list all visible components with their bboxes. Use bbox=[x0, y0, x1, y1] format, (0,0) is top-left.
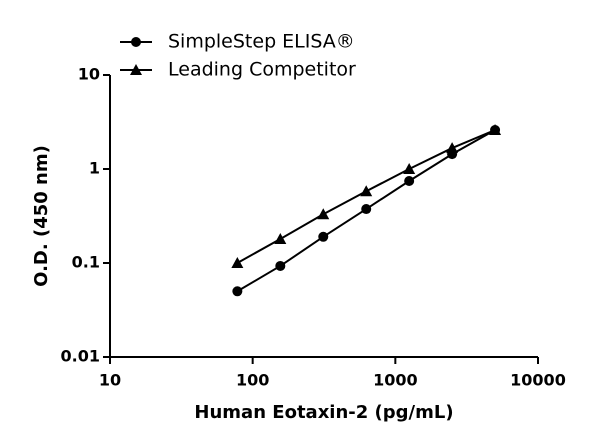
marker bbox=[317, 208, 330, 220]
x-tick-label: 10 bbox=[99, 371, 121, 390]
y-tick-label: 0.1 bbox=[72, 253, 100, 272]
marker bbox=[489, 123, 502, 135]
marker bbox=[403, 163, 416, 174]
y-tick-label: 0.01 bbox=[61, 347, 100, 366]
legend-marker bbox=[131, 37, 141, 47]
x-tick-label: 10000 bbox=[510, 371, 566, 390]
y-tick-label: 1 bbox=[89, 159, 100, 178]
x-axis-label: Human Eotaxin-2 (pg/mL) bbox=[194, 402, 453, 423]
marker bbox=[232, 286, 243, 297]
legend-label: SimpleStep ELISA® bbox=[168, 31, 355, 53]
marker bbox=[275, 260, 286, 271]
marker bbox=[231, 257, 244, 268]
x-tick-label: 100 bbox=[236, 371, 269, 390]
legend-label: Leading Competitor bbox=[168, 59, 356, 81]
marker bbox=[318, 231, 329, 242]
legend-marker bbox=[130, 64, 142, 75]
marker bbox=[446, 142, 459, 154]
y-axis-label: O.D. (450 nm) bbox=[31, 145, 52, 287]
marker bbox=[360, 185, 373, 197]
marker bbox=[361, 204, 372, 215]
x-tick-label: 1000 bbox=[373, 371, 418, 390]
y-tick-label: 10 bbox=[78, 65, 100, 84]
marker bbox=[404, 176, 415, 187]
marker bbox=[274, 233, 287, 245]
